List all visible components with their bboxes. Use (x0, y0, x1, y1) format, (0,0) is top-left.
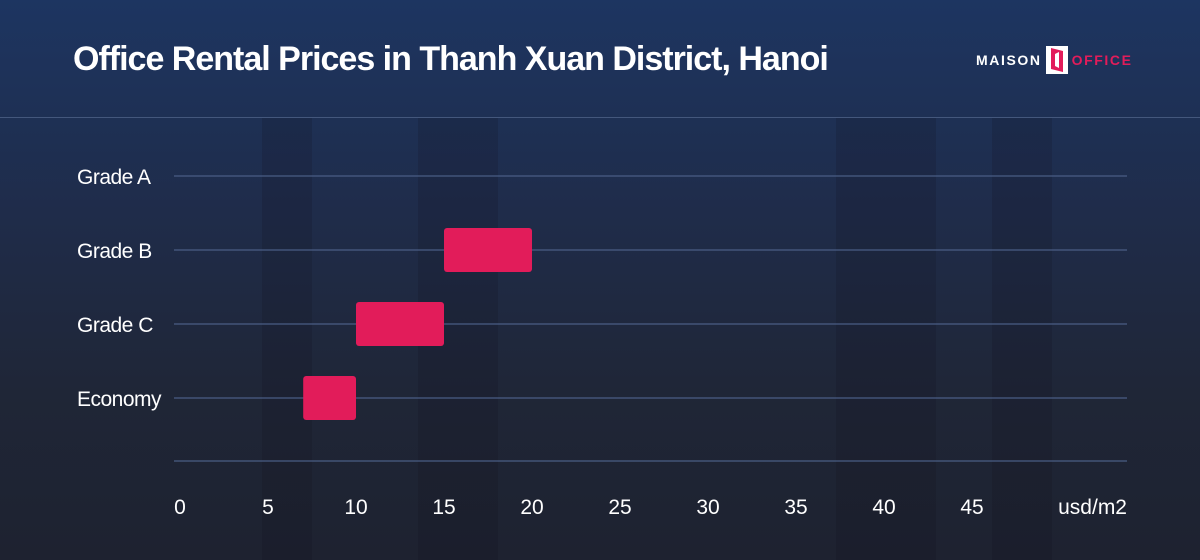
page-title: Office Rental Prices in Thanh Xuan Distr… (73, 40, 829, 78)
background-column (262, 118, 312, 560)
background-column (992, 118, 1052, 560)
logo-text-maison: MAISON (976, 52, 1042, 68)
x-tick-label: 0 (174, 496, 186, 519)
price-range-bar (356, 302, 444, 346)
logo-text-office: OFFICE (1071, 52, 1133, 68)
category-label: Economy (77, 388, 162, 411)
category-label: Grade C (77, 314, 153, 337)
brand-logo: MAISON OFFICE (976, 46, 1133, 74)
x-tick-label: 25 (608, 496, 631, 519)
price-range-bar (303, 376, 356, 420)
category-label: Grade B (77, 240, 152, 263)
x-tick-label: 10 (344, 496, 367, 519)
x-tick-label: 30 (696, 496, 719, 519)
x-axis-unit-label: usd/m2 (1058, 496, 1127, 519)
x-tick-label: 20 (520, 496, 543, 519)
x-tick-label: 35 (784, 496, 807, 519)
background-column (836, 118, 936, 560)
x-tick-label: 5 (262, 496, 274, 519)
x-tick-label: 40 (872, 496, 895, 519)
header-divider (0, 117, 1200, 118)
category-label: Grade A (77, 166, 151, 189)
x-tick-label: 15 (432, 496, 455, 519)
price-range-bar (444, 228, 532, 272)
logo-door-icon (1045, 46, 1068, 74)
x-tick-label: 45 (960, 496, 983, 519)
